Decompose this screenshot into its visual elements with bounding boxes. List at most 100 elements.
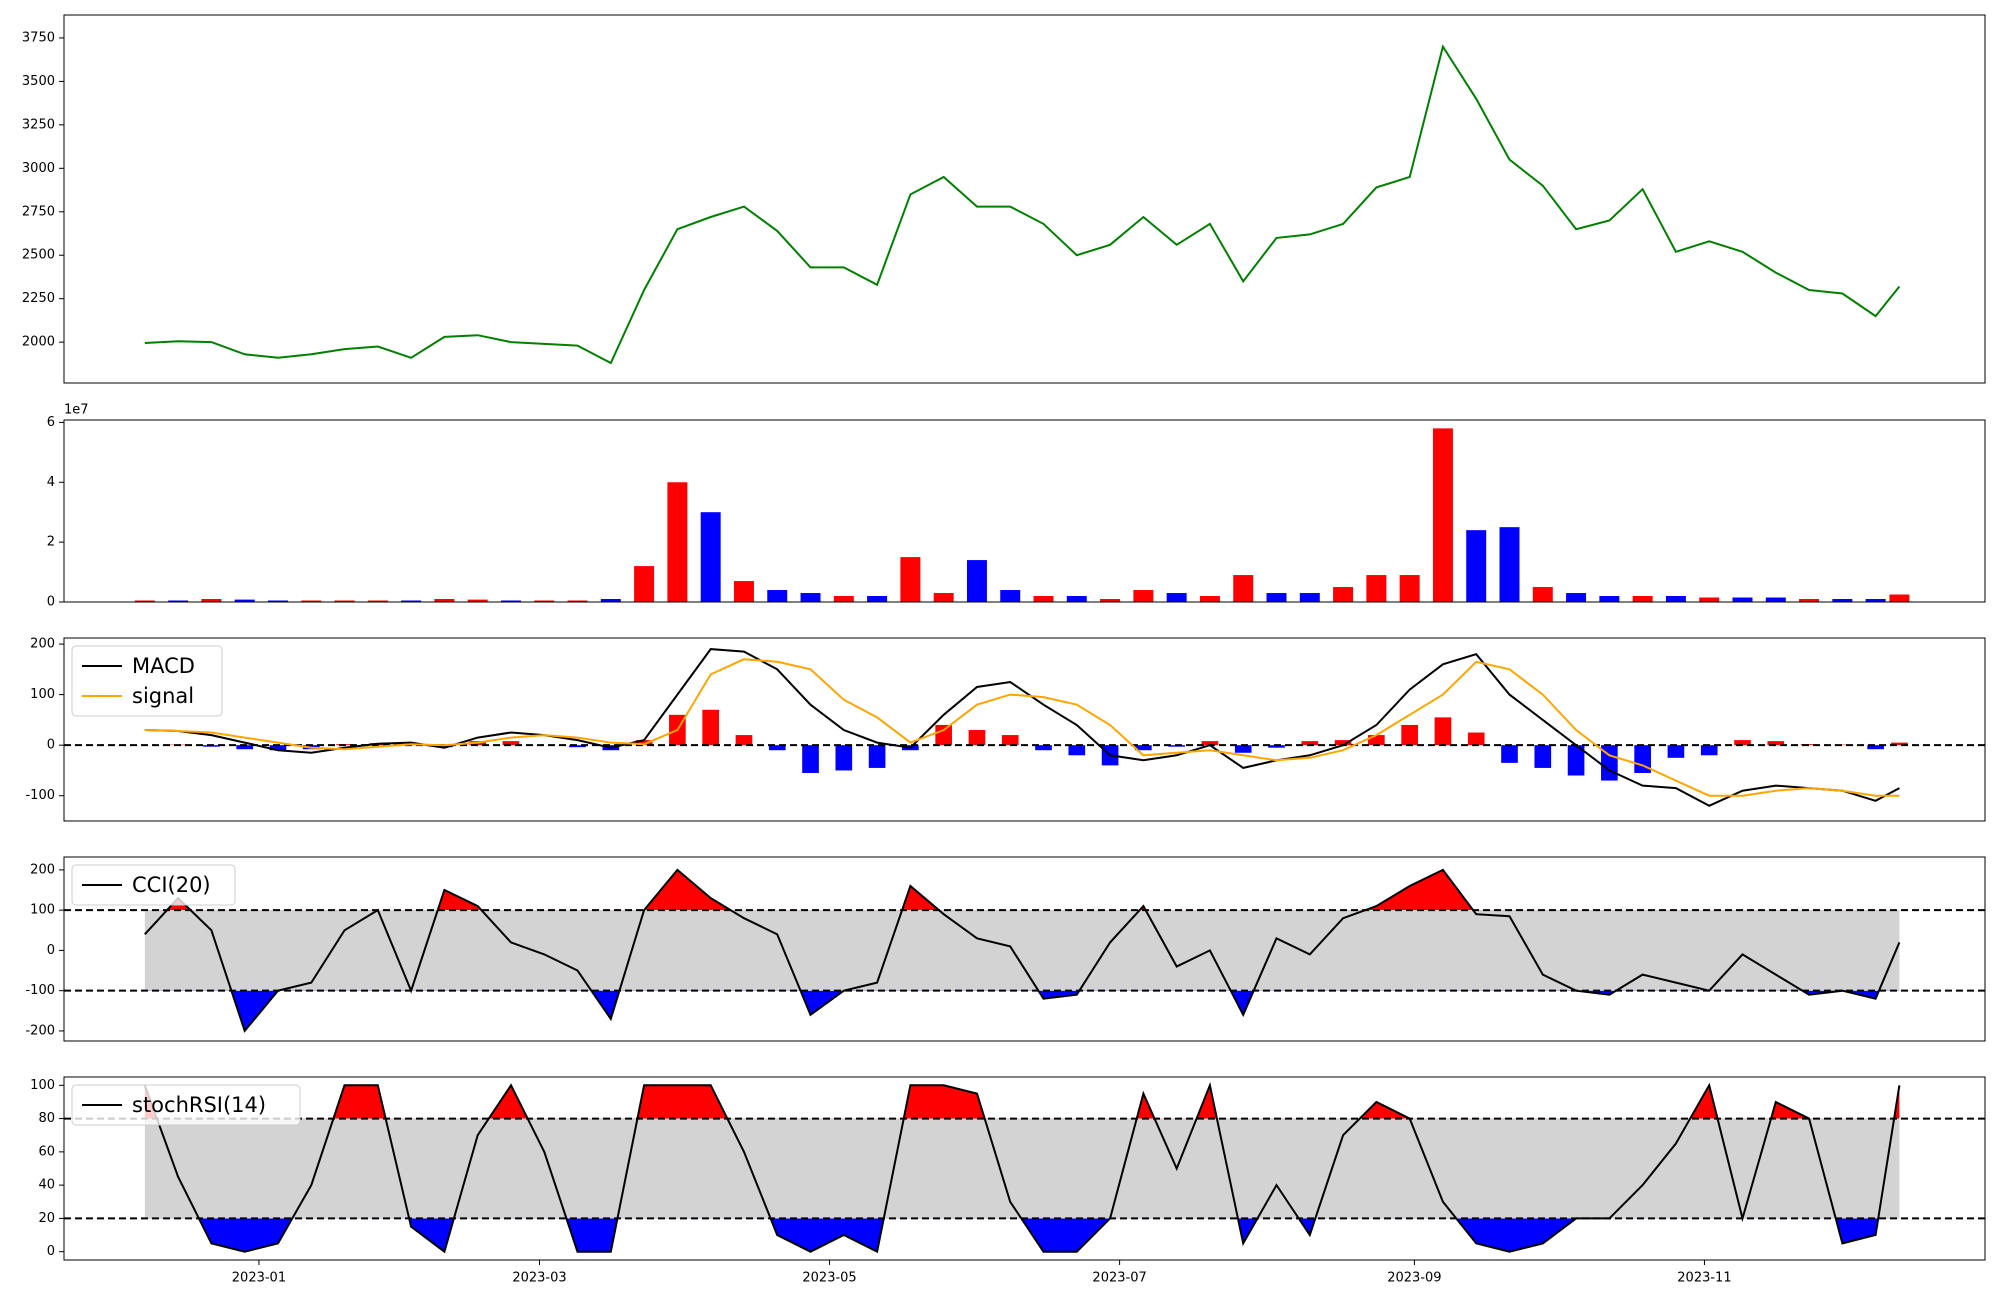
plot-area (64, 1081, 1985, 1254)
volume-bar (667, 482, 688, 602)
histogram-bar (735, 735, 753, 746)
y-tick-label: 40 (38, 1178, 55, 1193)
volume-bar (1532, 587, 1553, 602)
volume-bar (1100, 599, 1121, 602)
volume-bar (168, 600, 189, 602)
volume-bar (334, 600, 355, 602)
volume-bar (1889, 594, 1910, 602)
volume-bar (201, 599, 222, 602)
plot-area (64, 868, 1985, 1033)
x-tick-label: 2023-01 (232, 1271, 286, 1286)
histogram-bar (1800, 744, 1818, 746)
y-tick-label: 0 (47, 595, 55, 610)
oversold-fill (198, 1218, 1879, 1252)
y-tick-label: 100 (30, 687, 55, 702)
histogram-bar (236, 745, 254, 750)
volume-bar (1166, 593, 1187, 602)
histogram-bar (1867, 745, 1884, 750)
legend-label: stochRSI(14) (132, 1093, 266, 1117)
x-tick-label: 2023-09 (1387, 1271, 1441, 1286)
histogram-bar (1068, 745, 1086, 756)
histogram-bar (1301, 741, 1319, 746)
x-tick-label: 2023-07 (1092, 1271, 1146, 1286)
y-tick-label: -100 (25, 983, 55, 998)
histogram-bar (1734, 740, 1751, 746)
volume-bar (1865, 599, 1886, 602)
volume-bar (134, 600, 155, 602)
volume-bar (1133, 590, 1154, 602)
volume-bar (1599, 596, 1620, 602)
histogram-bar (1001, 735, 1019, 746)
volume-bar (600, 599, 621, 602)
x-tick-label: 2023-05 (802, 1271, 856, 1286)
volume-bar (467, 599, 488, 602)
neutral-band (144, 1118, 1900, 1219)
y-tick-label: 2250 (22, 291, 55, 306)
volume-bar (267, 600, 288, 602)
histogram-bar (269, 745, 287, 751)
y-tick-label: 200 (30, 637, 55, 652)
volume-bar (733, 581, 754, 602)
plot-frame (63, 14, 1986, 384)
histogram-bar (1634, 745, 1651, 773)
volume-bar (500, 600, 521, 602)
plot-frame (63, 856, 1986, 1042)
volume-bar (800, 593, 821, 602)
histogram-bar (968, 730, 986, 746)
histogram-bar (1767, 741, 1785, 746)
volume-bar (1832, 599, 1853, 602)
legend-box (71, 1084, 301, 1126)
volume-bar (1499, 527, 1520, 602)
histogram-bar (1201, 741, 1219, 746)
volume-bar (1566, 593, 1587, 602)
volume-bar (301, 600, 322, 602)
volume-bar (867, 596, 888, 602)
volume-bar (1233, 575, 1254, 602)
plot-frame (63, 637, 1986, 822)
histogram-bar (569, 745, 586, 748)
plot-area (64, 648, 1985, 807)
histogram-bar (1667, 745, 1685, 758)
y-tick-label: -100 (25, 788, 55, 803)
legend-label: signal (132, 684, 194, 708)
histogram-bar (835, 745, 853, 771)
histogram-bar (935, 724, 952, 746)
volume-bar (401, 600, 422, 602)
y-tick-label: -200 (25, 1023, 55, 1038)
indicator-line (144, 648, 1900, 807)
histogram-bar (1268, 745, 1285, 748)
volume-bar (1432, 428, 1453, 602)
volume-bar (234, 599, 255, 602)
y-tick-label: 2000 (22, 335, 55, 350)
price-line (144, 44, 1901, 365)
legend-label: CCI(20) (132, 873, 211, 897)
histogram-bar (1834, 744, 1851, 746)
legend-box (71, 864, 236, 906)
plot-frame (63, 419, 1986, 603)
indicator-line (144, 658, 1900, 797)
legend-box (71, 645, 223, 717)
neutral-band (144, 910, 1900, 991)
volume-bar (434, 599, 455, 602)
histogram-bar (802, 745, 819, 773)
y-tick-label: 4 (47, 475, 55, 490)
volume-bar (634, 566, 655, 602)
histogram-bar (1401, 724, 1418, 746)
indicator-line (143, 1081, 1901, 1254)
volume-bar (1266, 593, 1287, 602)
y-tick-label: 0 (47, 943, 55, 958)
volume-bar (567, 600, 588, 602)
volume-bar (1033, 596, 1054, 602)
volume-bar (933, 593, 954, 602)
volume-bar (1000, 590, 1021, 602)
histogram-bar (1434, 717, 1452, 746)
y-tick-label: 0 (47, 1244, 55, 1259)
histogram-bar (1700, 745, 1718, 756)
histogram-bar (502, 741, 520, 746)
y-tick-label: 0 (47, 738, 55, 753)
histogram-bar (1135, 745, 1152, 751)
volume-bar (1765, 597, 1786, 602)
y-tick-label: 60 (38, 1144, 55, 1159)
x-tick-label: 2023-11 (1677, 1271, 1731, 1286)
